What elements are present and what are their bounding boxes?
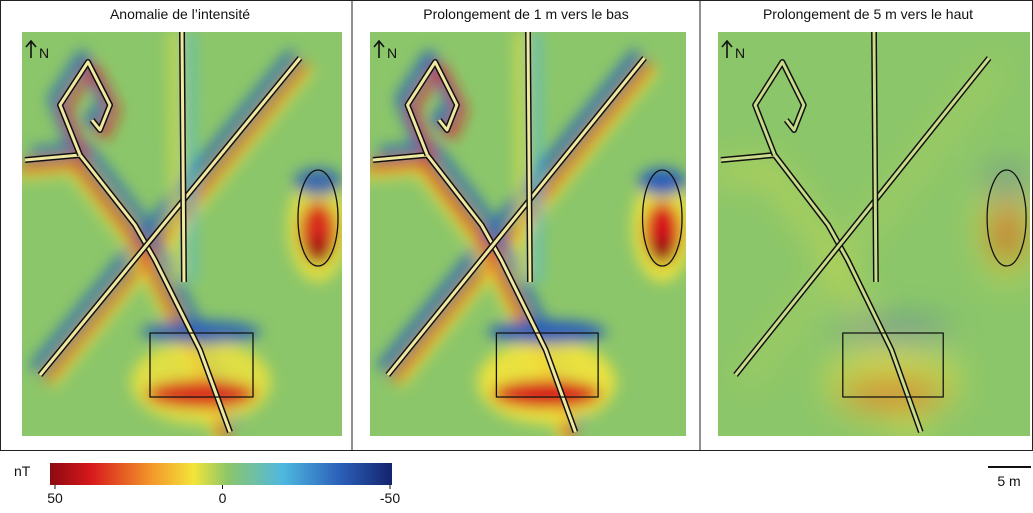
structure-rect <box>149 332 254 398</box>
colorbar-tick-label: 0 <box>219 490 227 506</box>
colorbar-unit: nT <box>14 463 31 479</box>
structures <box>24 32 339 434</box>
anomaly-band <box>377 48 642 373</box>
north-label: N <box>735 45 745 61</box>
structure-core <box>406 60 459 156</box>
structure-ellipse <box>986 169 1027 267</box>
anomaly-blob <box>294 168 342 196</box>
panel-title: Anomalie de l’intensité <box>110 6 250 22</box>
structure-ellipse <box>641 169 683 267</box>
structure-core <box>386 57 646 376</box>
structure-core <box>526 32 532 283</box>
structure-core <box>58 60 112 156</box>
anomaly-blob <box>487 320 607 344</box>
map-content <box>718 32 1030 436</box>
structure-rect <box>495 332 599 398</box>
map <box>718 32 1030 436</box>
map-content <box>370 32 686 436</box>
panel-title: Prolongement de 5 m vers le haut <box>763 6 973 22</box>
north-label: N <box>39 45 49 61</box>
panel-title: Prolongement de 1 m vers le bas <box>423 6 628 22</box>
structure-core <box>180 32 186 283</box>
structure-core <box>872 32 878 283</box>
anomaly-blob <box>650 236 675 264</box>
scale-label: 5 m <box>997 473 1020 489</box>
structure-core <box>734 57 991 376</box>
anomaly-band <box>186 32 196 283</box>
anomaly-band <box>516 32 527 283</box>
anomaly-blob <box>834 320 952 344</box>
panels: Anomalie de l’intensité N Prolongement de … <box>22 6 1030 436</box>
anomaly-blob <box>994 236 1019 264</box>
structure-core <box>38 57 302 376</box>
north-arrow <box>373 39 385 58</box>
anomalies <box>22 32 342 436</box>
colorbar-tick-label: 50 <box>47 490 63 506</box>
scale-bar: 5 m <box>988 466 1031 489</box>
anomaly-blob <box>146 380 256 408</box>
structures <box>372 32 683 434</box>
colorbar-gradient <box>50 463 392 485</box>
structure-core <box>753 60 806 156</box>
map <box>22 32 342 436</box>
anomaly-blob <box>306 236 330 264</box>
anomaly-band <box>29 48 297 373</box>
map <box>370 32 686 436</box>
structures <box>720 32 1027 434</box>
map-content <box>22 32 342 436</box>
anomaly-band <box>738 62 1002 387</box>
anomaly-blob <box>492 380 602 408</box>
north-arrow <box>721 39 733 58</box>
north-label: N <box>387 45 397 61</box>
anomaly-blob <box>983 168 1030 196</box>
anomaly-blob <box>838 380 947 408</box>
anomalies <box>718 62 1030 436</box>
structure-rect <box>842 332 944 398</box>
structure-ellipse <box>297 169 339 267</box>
anomaly-band <box>170 32 180 283</box>
colorbar-tick-label: -50 <box>380 490 400 506</box>
colorbar: nT 50 0 -50 <box>14 463 400 506</box>
anomaly-blob <box>638 168 686 196</box>
anomaly-band <box>531 32 542 283</box>
north-arrow <box>25 39 37 58</box>
anomaly-blob <box>141 320 261 344</box>
